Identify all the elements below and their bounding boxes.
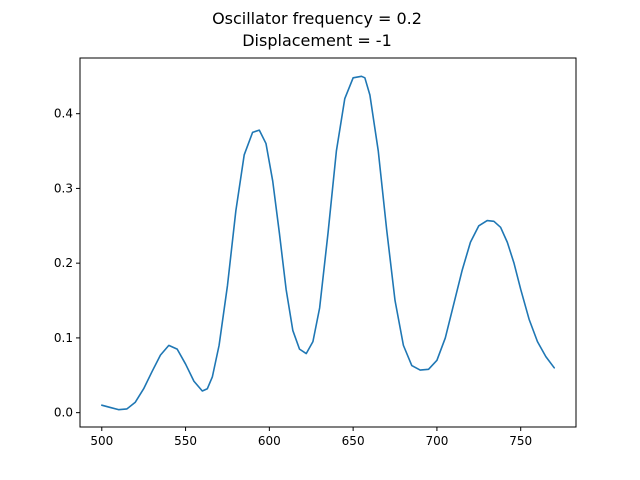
chart-title-line-1: Oscillator frequency = 0.2: [212, 9, 422, 28]
plot-area: [79, 57, 577, 428]
y-axis: 0.0 0.1 0.2 0.3 0.4: [54, 107, 80, 420]
x-tick-label: 600: [258, 434, 281, 448]
x-tick-label: 750: [509, 434, 532, 448]
axes-frame: [79, 57, 577, 428]
chart-title-line-2: Displacement = -1: [242, 31, 392, 50]
y-tick-label: 0.1: [54, 331, 73, 345]
y-tick-label: 0.0: [54, 406, 73, 420]
x-tick-label: 500: [90, 434, 113, 448]
x-axis: 500 550 600 650 700 750: [90, 427, 532, 448]
series-line: [100, 75, 556, 411]
x-tick-label: 650: [342, 434, 365, 448]
y-tick-label: 0.3: [54, 181, 73, 195]
x-tick-label: 550: [174, 434, 197, 448]
y-tick-label: 0.2: [54, 256, 73, 270]
y-tick-label: 0.4: [54, 107, 73, 121]
x-tick-label: 700: [425, 434, 448, 448]
